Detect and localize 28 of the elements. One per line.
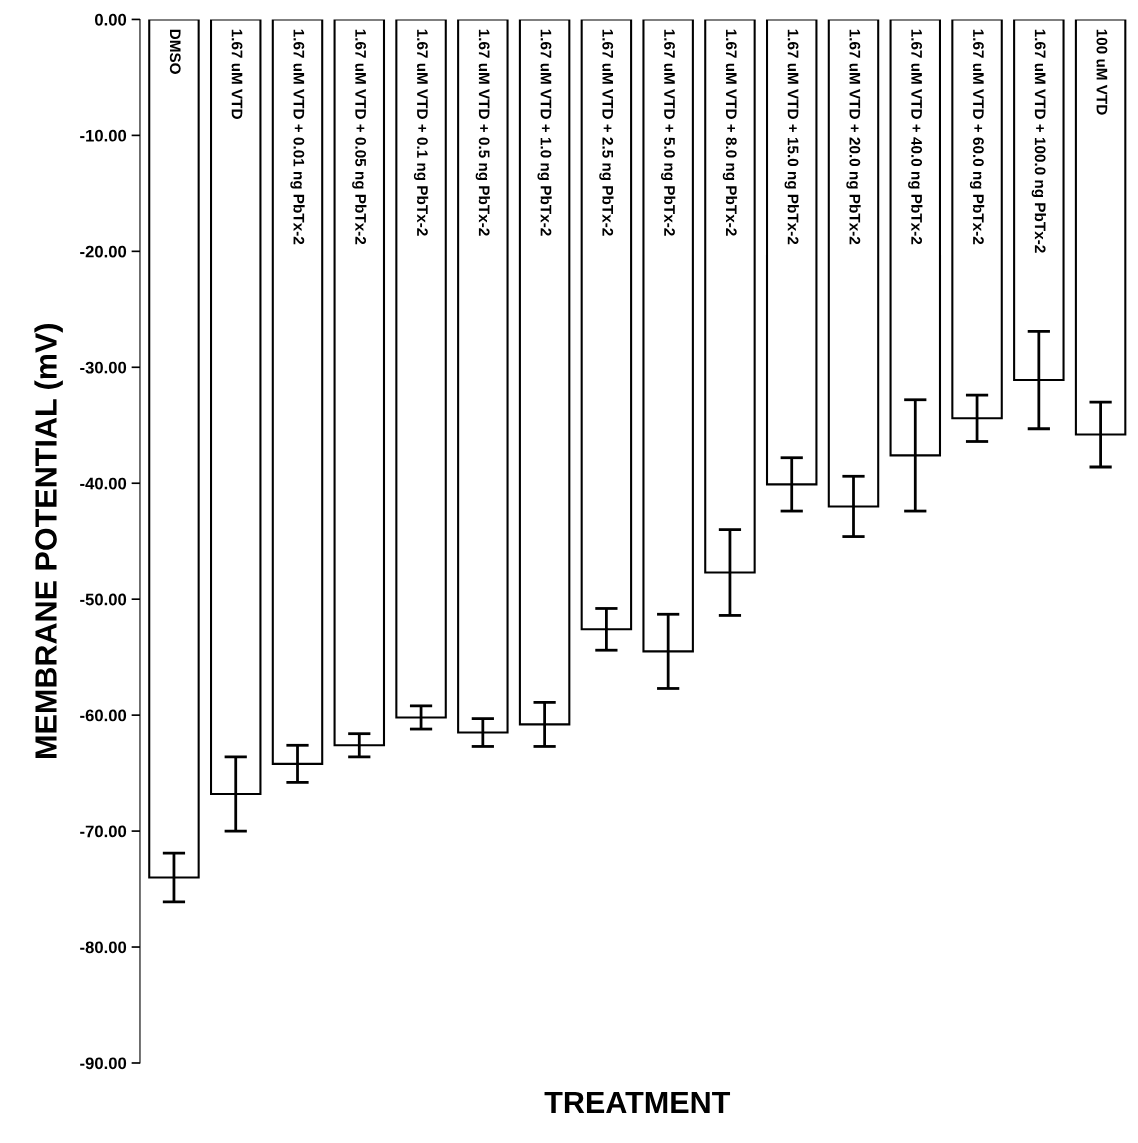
y-tick-label: -40.00 xyxy=(80,477,127,490)
x-tick-label: 1.67 uM VTD + 100.0 ng PbTx-2 xyxy=(1031,29,1046,253)
x-tick-label: DMSO xyxy=(169,29,181,74)
x-tick-label: 1.67 uM VTD + 15.0 ng PbTx-2 xyxy=(784,29,799,245)
x-tick-label: 1.67 uM VTD + 20.0 ng PbTx-2 xyxy=(846,29,861,245)
x-tick-label: 1.67 uM VTD + 0.01 ng PbTx-2 xyxy=(290,29,305,245)
x-tick-label: 1.67 uM VTD + 5.0 ng PbTx-2 xyxy=(661,29,676,236)
x-tick-label: 1.67 uM VTD xyxy=(231,29,243,119)
y-tick-label: -30.00 xyxy=(80,361,127,374)
x-tick-label: 1.67 uM VTD + 8.0 ng PbTx-2 xyxy=(722,29,738,236)
x-axis-title: TREATMENT xyxy=(544,1091,731,1113)
y-tick-label: -90.00 xyxy=(80,1057,127,1070)
y-tick-label: -10.00 xyxy=(80,129,127,142)
x-tick-label: 1.67 uM VTD + 0.1 ng PbTx-2 xyxy=(413,29,429,236)
y-tick-label: -50.00 xyxy=(80,593,127,606)
x-tick-label: 1.67 uM VTD + 40.0 ng PbTx-2 xyxy=(908,29,923,245)
y-tick-label: -70.00 xyxy=(80,825,127,838)
x-tick-label: 1.67 uM VTD + 0.5 ng PbTx-2 xyxy=(475,29,490,236)
y-axis-title: MEMBRANE POTENTIAL (mV) xyxy=(34,324,63,758)
x-tick-label: 1.67 uM VTD + 0.05 ng PbTx-2 xyxy=(352,29,367,245)
x-tick-label: 1.67 uM VTD + 1.0 ng PbTx-2 xyxy=(537,29,552,236)
x-tick-label: 1.67 uM VTD + 2.5 ng PbTx-2 xyxy=(599,29,614,236)
y-tick-label: 0.00 xyxy=(95,13,127,26)
y-tick-label: -60.00 xyxy=(80,709,127,722)
x-tick-label: 100 uM VTD xyxy=(1096,29,1108,115)
y-tick-label: -80.00 xyxy=(80,941,127,954)
y-tick-label: -20.00 xyxy=(80,245,127,258)
x-tick-label: 1.67 uM VTD + 60.0 ng PbTx-2 xyxy=(969,29,985,245)
